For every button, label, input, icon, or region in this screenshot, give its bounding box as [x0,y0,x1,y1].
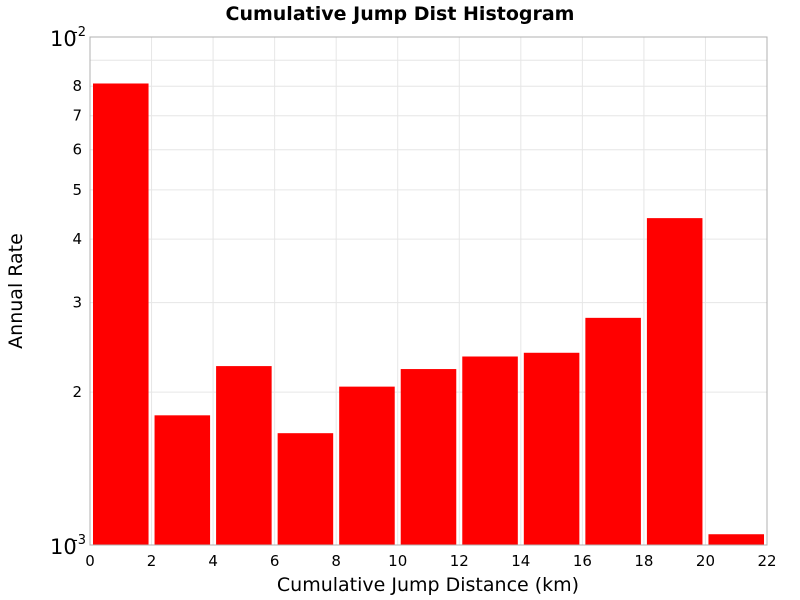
y-tick-label: 2 [72,383,82,401]
y-decade-label: 10 [50,27,77,51]
y-decade-label: 10 [50,535,77,559]
x-tick-label: 12 [450,552,469,570]
y-tick-label: 3 [72,294,82,312]
bar-7 [523,352,580,545]
x-tick-label: 4 [208,552,218,570]
y-axis-label: Annual Rate [5,233,27,349]
bar-0 [93,83,149,545]
bar-2 [216,366,272,545]
y-tick-label: 6 [72,141,82,159]
y-tick-label: 5 [72,181,82,199]
x-tick-label: 6 [270,552,280,570]
x-tick-label: 10 [388,552,407,570]
chart-title: Cumulative Jump Dist Histogram [226,3,575,25]
plot-frame [89,36,768,546]
x-tick-label: 2 [147,552,157,570]
bar-6 [462,356,518,545]
x-tick-label: 8 [331,552,341,570]
x-tick-label: 0 [85,552,95,570]
y-tick-label: 4 [72,230,82,248]
bar-layer [93,83,764,545]
y-tick-label: 8 [72,77,82,95]
x-axis-label: Cumulative Jump Distance (km) [277,574,579,596]
bar-8 [585,317,641,545]
bar-3 [277,433,334,545]
y-tick-label: 7 [72,107,82,125]
bar-1 [154,415,211,545]
x-tick-label: 16 [573,552,592,570]
bar-9 [646,218,703,545]
x-tick-label: 22 [757,552,776,570]
bar-10 [708,534,764,545]
x-tick-labels: 0 2 4 6 8 10 12 14 16 18 20 22 [85,552,776,570]
x-tick-label: 20 [696,552,715,570]
y-decade-exponent: -3 [73,533,86,548]
x-tick-label: 14 [511,552,530,570]
y-decade-exponent: -2 [73,25,86,40]
x-tick-label: 18 [634,552,653,570]
bar-5 [400,369,457,545]
bar-4 [339,386,395,545]
